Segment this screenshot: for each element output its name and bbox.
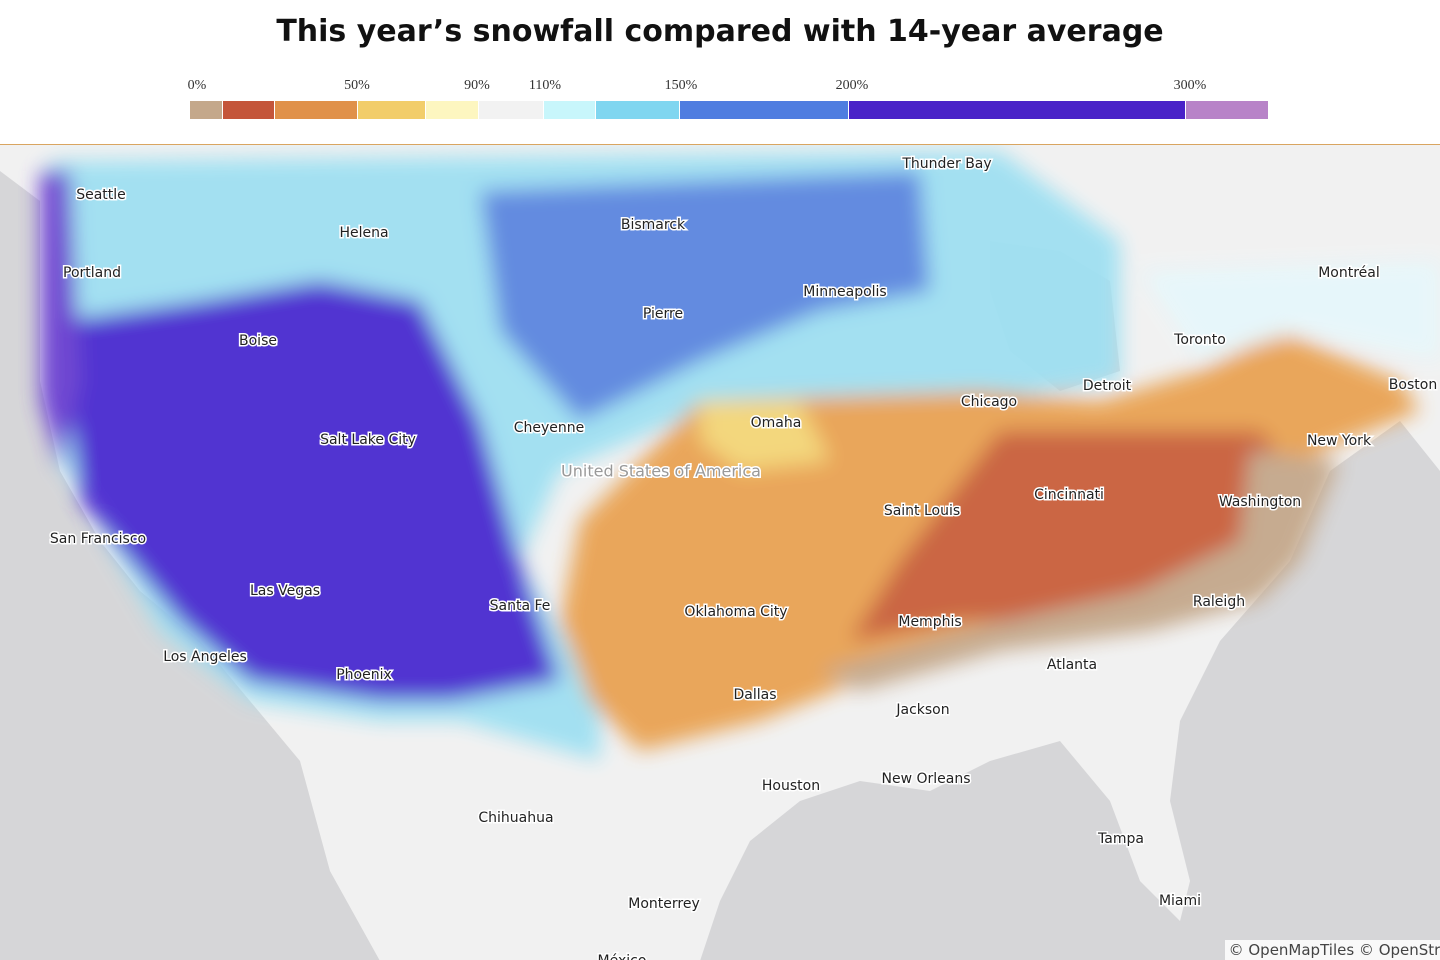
city-label: Tampa	[1097, 831, 1144, 847]
legend-swatch	[358, 101, 425, 119]
legend-swatch	[1186, 101, 1268, 119]
city-label: Omaha	[751, 415, 802, 431]
city-label: Bismarck	[621, 217, 686, 233]
city-label: Pierre	[643, 306, 683, 322]
city-label: Toronto	[1173, 332, 1226, 348]
city-label: Helena	[339, 225, 388, 241]
city-label: New Orleans	[881, 771, 970, 787]
legend-swatch	[426, 101, 478, 119]
legend-label: 50%	[344, 78, 370, 93]
city-label: Boise	[239, 333, 277, 349]
legend-label: 0%	[187, 78, 207, 93]
city-label: Montréal	[1318, 265, 1380, 281]
legend-swatch	[275, 101, 357, 119]
legend-label: 110%	[528, 78, 562, 93]
city-label: Saint Louis	[884, 503, 960, 519]
city-label: Miami	[1159, 893, 1201, 909]
legend-swatch	[223, 101, 274, 119]
city-label: San Francisco	[50, 531, 146, 547]
title: This year’s snowfall compared with 14-ye…	[276, 14, 1164, 49]
legend-label: 200%	[835, 78, 869, 93]
legend-swatch	[479, 101, 543, 119]
city-label: Raleigh	[1193, 594, 1245, 610]
city-label: Thunder Bay	[901, 156, 991, 172]
snowfall-overlay	[40, 151, 1440, 761]
legend-swatch	[544, 101, 595, 119]
legend-swatch	[680, 101, 848, 119]
city-label: Salt Lake City	[320, 432, 416, 448]
country-label: United States of America	[561, 462, 761, 481]
city-label: New York	[1307, 433, 1372, 449]
city-label: Minneapolis	[803, 284, 886, 300]
legend-swatch	[849, 101, 1185, 119]
legend-swatch	[596, 101, 679, 119]
city-label: Phoenix	[336, 667, 392, 683]
city-label: Chicago	[961, 394, 1017, 410]
city-label: Cheyenne	[514, 420, 585, 436]
city-label: Washington	[1219, 494, 1301, 510]
legend-label: 300%	[1173, 78, 1207, 93]
city-label: Seattle	[76, 187, 126, 203]
city-label: Detroit	[1083, 378, 1132, 394]
city-label: Jackson	[895, 702, 949, 718]
city-label: Cincinnati	[1034, 487, 1104, 503]
city-label: Oklahoma City	[684, 604, 787, 620]
city-label: Portland	[63, 265, 121, 281]
city-label: Chihuahua	[478, 810, 553, 826]
attribution: © OpenMapTiles © OpenStreetMap	[1224, 940, 1440, 960]
city-label: Santa Fe	[490, 598, 551, 614]
city-label: Atlanta	[1047, 657, 1097, 673]
map: United States of America Seattle Helena Por…	[0, 144, 1440, 960]
city-label: Las Vegas	[250, 583, 320, 599]
legend-label: 150%	[664, 78, 698, 93]
city-label: Houston	[762, 778, 820, 794]
city-label: Los Angeles	[163, 649, 247, 665]
city-label: Boston	[1389, 377, 1437, 393]
legend-swatch	[190, 101, 222, 119]
legend-label: 90%	[464, 78, 490, 93]
city-label: México	[598, 953, 647, 960]
city-label: Dallas	[733, 687, 776, 703]
city-label: Monterrey	[628, 896, 699, 912]
city-label: Memphis	[898, 614, 961, 630]
